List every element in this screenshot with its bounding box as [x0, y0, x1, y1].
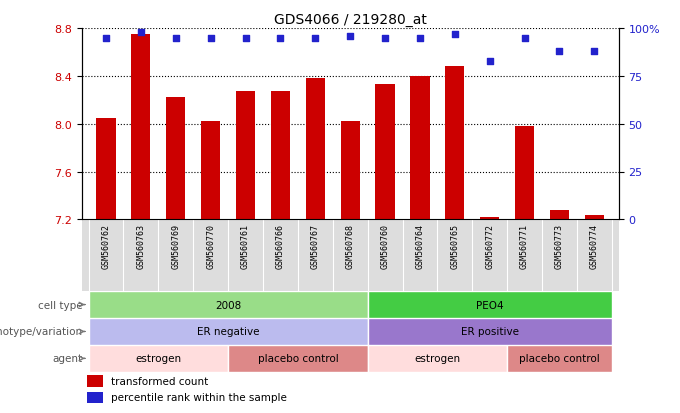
- Point: [275, 35, 286, 42]
- Point: [205, 35, 216, 42]
- Bar: [368, 345, 507, 372]
- Text: GSM560770: GSM560770: [206, 223, 215, 268]
- Text: ER negative: ER negative: [197, 327, 259, 337]
- Point: [101, 35, 112, 42]
- Bar: [271, 92, 290, 220]
- Bar: [97, 119, 116, 220]
- Text: GSM560773: GSM560773: [555, 223, 564, 268]
- Point: [589, 48, 600, 55]
- Bar: [550, 210, 569, 220]
- Point: [345, 33, 356, 40]
- Text: GSM560768: GSM560768: [345, 223, 355, 268]
- Bar: [87, 375, 103, 387]
- Text: GSM560769: GSM560769: [171, 223, 180, 268]
- Bar: [306, 79, 325, 220]
- Bar: [341, 122, 360, 220]
- Point: [519, 35, 530, 42]
- Text: GSM560761: GSM560761: [241, 223, 250, 268]
- Bar: [201, 122, 220, 220]
- Text: agent: agent: [52, 354, 82, 363]
- Point: [415, 35, 426, 42]
- Text: GSM560767: GSM560767: [311, 223, 320, 268]
- Text: transformed count: transformed count: [111, 376, 208, 386]
- Text: cell type: cell type: [37, 300, 82, 310]
- Bar: [228, 345, 368, 372]
- Text: genotype/variation: genotype/variation: [0, 327, 82, 337]
- Bar: [368, 292, 612, 318]
- Point: [240, 35, 251, 42]
- Bar: [445, 67, 464, 220]
- Bar: [410, 77, 430, 220]
- Point: [171, 35, 182, 42]
- Text: estrogen: estrogen: [135, 354, 182, 363]
- Bar: [480, 217, 499, 220]
- Text: GSM560760: GSM560760: [381, 223, 390, 268]
- Bar: [507, 345, 612, 372]
- Text: estrogen: estrogen: [414, 354, 460, 363]
- Bar: [166, 98, 186, 220]
- Text: GSM560771: GSM560771: [520, 223, 529, 268]
- Bar: [368, 318, 612, 345]
- Text: 2008: 2008: [215, 300, 241, 310]
- Bar: [88, 318, 368, 345]
- Text: placebo control: placebo control: [258, 354, 338, 363]
- Point: [379, 35, 390, 42]
- Text: GSM560764: GSM560764: [415, 223, 424, 268]
- Bar: [131, 35, 150, 220]
- Text: GSM560772: GSM560772: [486, 223, 494, 268]
- Bar: [88, 292, 368, 318]
- Bar: [375, 85, 394, 220]
- Text: GSM560762: GSM560762: [101, 223, 111, 268]
- Text: GSM560763: GSM560763: [137, 223, 146, 268]
- Point: [484, 58, 495, 65]
- Bar: [88, 345, 228, 372]
- Text: placebo control: placebo control: [519, 354, 600, 363]
- Point: [449, 31, 460, 38]
- Text: GSM560766: GSM560766: [276, 223, 285, 268]
- Point: [135, 29, 146, 36]
- Bar: [515, 127, 534, 220]
- Bar: [236, 92, 255, 220]
- Bar: [585, 215, 604, 220]
- Text: GSM560774: GSM560774: [590, 223, 599, 268]
- Point: [554, 48, 565, 55]
- Title: GDS4066 / 219280_at: GDS4066 / 219280_at: [274, 12, 426, 26]
- Text: ER positive: ER positive: [461, 327, 519, 337]
- Bar: [87, 392, 103, 403]
- Text: GSM560765: GSM560765: [450, 223, 460, 268]
- Point: [310, 35, 321, 42]
- Text: PEO4: PEO4: [476, 300, 504, 310]
- Text: percentile rank within the sample: percentile rank within the sample: [111, 392, 287, 403]
